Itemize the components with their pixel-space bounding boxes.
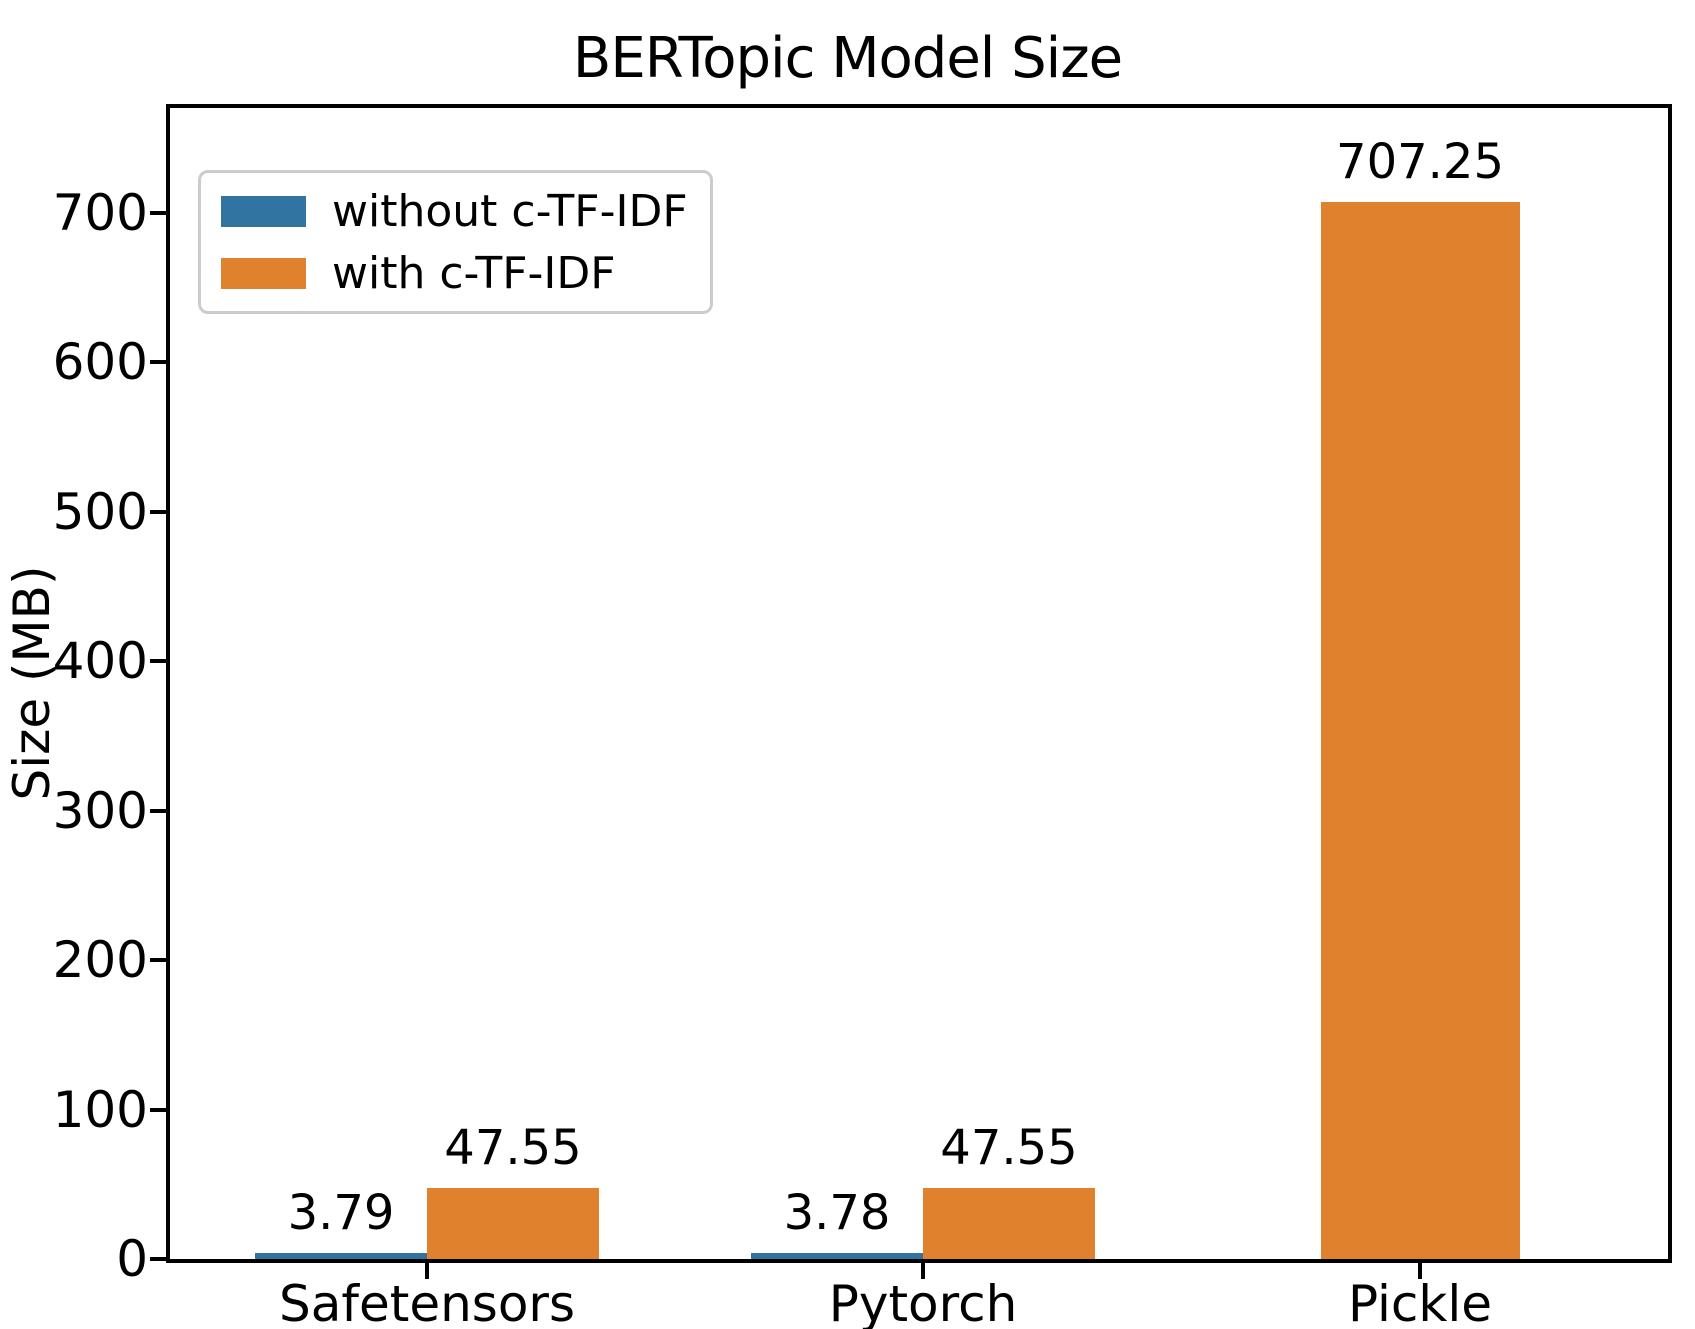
chart-title: BERTopic Model Size — [572, 26, 1123, 91]
bar-pytorch-without-ctfidf — [751, 1253, 923, 1259]
legend-swatch-without-ctfidf — [221, 195, 306, 227]
bar-safetensors-without-ctfidf — [255, 1253, 427, 1259]
legend-swatch-with-ctfidf — [221, 257, 306, 289]
y-tick-label: 200 — [52, 931, 148, 990]
legend-label-with-ctfidf: with c-TF-IDF — [332, 247, 616, 299]
legend: without c-TF-IDF with c-TF-IDF — [198, 170, 713, 314]
y-tick-mark — [150, 958, 166, 963]
y-tick-label: 300 — [52, 781, 148, 840]
y-tick-label: 0 — [116, 1230, 148, 1288]
bar-value-label: 3.78 — [783, 1185, 891, 1242]
x-tick-mark — [921, 1263, 925, 1279]
plot-area: without c-TF-IDF with c-TF-IDF — [166, 104, 1672, 1263]
bar-safetensors-with-ctfidf — [427, 1187, 599, 1259]
legend-entry-with-ctfidf: with c-TF-IDF — [221, 247, 688, 299]
x-tick-mark — [1418, 1263, 1422, 1279]
bar-pickle-with-ctfidf — [1320, 201, 1520, 1259]
y-tick-mark — [150, 808, 166, 813]
x-tick-label-pickle: Pickle — [1347, 1275, 1493, 1329]
y-tick-label: 500 — [52, 482, 148, 541]
bar-pytorch-with-ctfidf — [923, 1187, 1095, 1259]
y-tick-label: 600 — [52, 333, 148, 392]
x-tick-label-pytorch: Pytorch — [828, 1275, 1018, 1329]
bar-value-label: 47.55 — [444, 1119, 582, 1176]
y-tick-mark — [150, 210, 166, 215]
bar-value-label: 47.55 — [940, 1119, 1078, 1176]
bar-value-label: 3.79 — [287, 1185, 395, 1242]
legend-entry-without-ctfidf: without c-TF-IDF — [221, 185, 688, 237]
x-tick-mark — [425, 1263, 429, 1279]
y-tick-mark — [150, 509, 166, 514]
y-tick-label: 700 — [52, 183, 148, 242]
y-tick-mark — [150, 360, 166, 365]
y-tick-label: 100 — [52, 1080, 148, 1139]
y-tick-mark — [150, 659, 166, 664]
x-tick-label-safetensors: Safetensors — [278, 1275, 576, 1329]
legend-label-without-ctfidf: without c-TF-IDF — [332, 185, 688, 237]
y-tick-mark — [150, 1257, 166, 1261]
bars-layer — [170, 108, 1668, 1259]
y-tick-label: 400 — [52, 632, 148, 691]
y-tick-mark — [150, 1107, 166, 1112]
bar-value-label: 707.25 — [1336, 133, 1504, 190]
